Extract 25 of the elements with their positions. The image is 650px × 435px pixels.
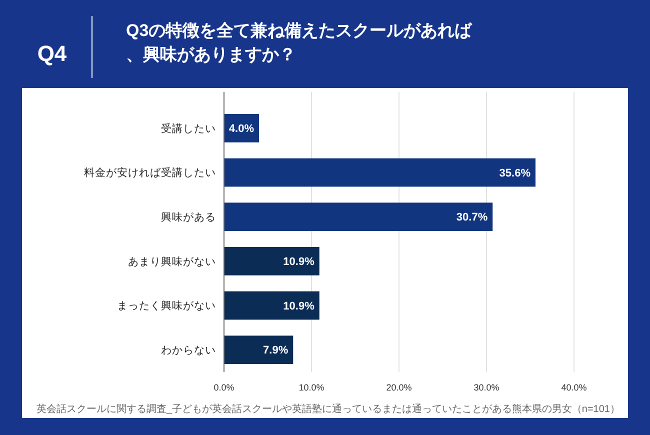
data-label: 10.9% [283,256,315,268]
x-tick-label: 30.0% [474,382,500,392]
bar [224,336,294,364]
y-tick-label: 興味がある [161,210,216,224]
bar [224,158,536,187]
text: 英会話スクールに関する調査_子どもが英会話スクールや英語塾に通っているまたは通っていたことがある熊本県の男女（n=101） [36,403,620,415]
y-tick-label: あまり興味がない [128,254,216,268]
data-label: 7.9% [263,344,288,357]
bar [224,202,493,232]
x-tick-label: 20.0% [386,382,412,392]
data-label: 35.6% [499,167,531,180]
x-tick-label: 40.0% [561,382,587,392]
y-tick-label: わからない [161,344,216,357]
x-tick-label: 0.0% [214,382,234,392]
data-label: 10.9% [283,300,315,312]
chart-title: Q3の特徴を全て兼ね備えたスクールがあれば、興味がありますか？ [126,21,473,64]
bar [224,246,320,276]
y-tick-label: 料金が安ければ受講したい [84,166,216,180]
y-tick-label: 受講したい [161,122,216,135]
data-label: 4.0% [228,123,254,136]
y-tick-label: まったく興味がない [117,299,216,312]
x-tick-label: 10.0% [298,382,324,392]
chart-subtitle: Q4 [37,40,68,66]
bar [224,291,320,320]
data-label: 30.7% [456,212,488,224]
